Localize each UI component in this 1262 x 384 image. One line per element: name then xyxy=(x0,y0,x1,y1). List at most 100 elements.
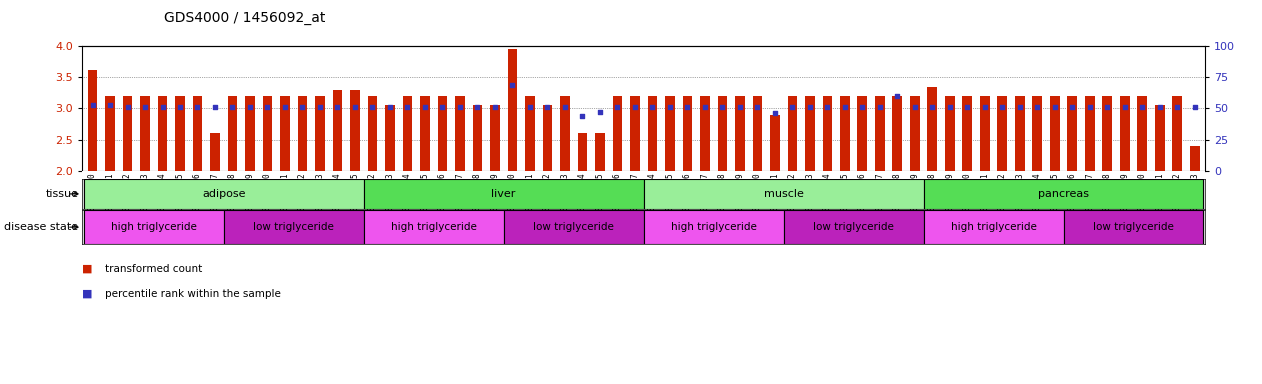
Bar xyxy=(945,96,954,171)
Text: high triglyceride: high triglyceride xyxy=(950,222,1036,232)
Bar xyxy=(963,96,972,171)
Point xyxy=(1063,104,1083,110)
Text: GSM607599: GSM607599 xyxy=(1121,172,1129,214)
Point xyxy=(170,104,191,110)
Point xyxy=(222,104,242,110)
Bar xyxy=(333,90,342,171)
Point xyxy=(852,104,872,110)
Text: GSM607595: GSM607595 xyxy=(1050,172,1059,214)
Point xyxy=(538,104,558,110)
Bar xyxy=(298,96,307,171)
Bar xyxy=(385,105,395,171)
Point xyxy=(1185,104,1205,110)
Text: GSM607575: GSM607575 xyxy=(420,172,429,214)
Bar xyxy=(928,87,938,171)
Point xyxy=(660,104,680,110)
Point xyxy=(642,104,663,110)
Point xyxy=(870,104,890,110)
Bar xyxy=(805,96,815,171)
Bar xyxy=(438,96,447,171)
Bar xyxy=(770,115,780,171)
Point xyxy=(82,102,102,108)
Point xyxy=(712,104,732,110)
Bar xyxy=(630,96,640,171)
Text: GSM607591: GSM607591 xyxy=(981,172,989,214)
Text: GSM607594: GSM607594 xyxy=(1032,172,1041,214)
Point xyxy=(502,82,522,88)
Bar xyxy=(1032,96,1042,171)
Bar xyxy=(490,105,500,171)
Bar xyxy=(158,96,168,171)
Text: GSM607604: GSM607604 xyxy=(647,172,656,214)
Text: low triglyceride: low triglyceride xyxy=(534,222,615,232)
Bar xyxy=(363,179,644,209)
Bar xyxy=(105,96,115,171)
Bar xyxy=(612,96,622,171)
Text: GSM607589: GSM607589 xyxy=(945,172,954,214)
Text: GSM607614: GSM607614 xyxy=(823,172,832,214)
Bar xyxy=(83,210,223,244)
Bar xyxy=(403,96,413,171)
Text: GSM607597: GSM607597 xyxy=(1085,172,1094,214)
Text: percentile rank within the sample: percentile rank within the sample xyxy=(105,289,280,299)
Bar xyxy=(367,96,377,171)
Point xyxy=(345,104,365,110)
Text: GSM607616: GSM607616 xyxy=(858,172,867,214)
Point xyxy=(607,104,627,110)
Text: GSM607607: GSM607607 xyxy=(700,172,709,214)
Bar xyxy=(245,96,255,171)
Bar xyxy=(1155,105,1165,171)
Bar xyxy=(840,96,849,171)
Text: tissue: tissue xyxy=(45,189,78,199)
Bar xyxy=(683,96,692,171)
Text: GSM607612: GSM607612 xyxy=(787,172,796,214)
Text: GSM607620: GSM607620 xyxy=(88,172,97,214)
Point xyxy=(800,104,820,110)
Point xyxy=(100,102,120,108)
Bar xyxy=(596,134,604,171)
Bar xyxy=(718,96,727,171)
Text: GSM607584: GSM607584 xyxy=(578,172,587,214)
Bar xyxy=(1137,96,1147,171)
Point xyxy=(275,104,295,110)
Bar xyxy=(734,96,745,171)
Text: GSM607601: GSM607601 xyxy=(1155,172,1165,214)
Point xyxy=(678,104,698,110)
Point xyxy=(589,109,610,115)
Bar xyxy=(1064,210,1204,244)
Text: pancreas: pancreas xyxy=(1039,189,1089,199)
Text: GSM607590: GSM607590 xyxy=(963,172,972,214)
Text: GSM607576: GSM607576 xyxy=(438,172,447,214)
Text: GSM607587: GSM607587 xyxy=(631,172,640,214)
Point xyxy=(887,93,907,99)
Text: GSM607630: GSM607630 xyxy=(262,172,273,214)
Text: muscle: muscle xyxy=(764,189,804,199)
Text: GSM607608: GSM607608 xyxy=(718,172,727,214)
Text: transformed count: transformed count xyxy=(105,264,202,274)
Bar xyxy=(83,179,363,209)
Point xyxy=(974,104,994,110)
Text: GSM607619: GSM607619 xyxy=(910,172,919,214)
Point xyxy=(940,104,960,110)
Point xyxy=(765,111,785,117)
Point xyxy=(204,104,225,110)
Bar xyxy=(456,96,464,171)
Text: GSM607632: GSM607632 xyxy=(298,172,307,214)
Bar xyxy=(1172,96,1182,171)
Bar xyxy=(1015,96,1025,171)
Point xyxy=(747,104,767,110)
Text: GSM607596: GSM607596 xyxy=(1068,172,1076,214)
Bar xyxy=(316,96,324,171)
Bar xyxy=(543,105,553,171)
Bar xyxy=(784,210,924,244)
Point xyxy=(992,104,1012,110)
Bar xyxy=(1103,96,1112,171)
Bar xyxy=(227,96,237,171)
Text: high triglyceride: high triglyceride xyxy=(391,222,477,232)
Point xyxy=(187,104,207,110)
Point xyxy=(467,104,487,110)
Point xyxy=(1114,104,1135,110)
Point xyxy=(1097,104,1117,110)
Text: GSM607625: GSM607625 xyxy=(175,172,184,214)
Point xyxy=(520,104,540,110)
